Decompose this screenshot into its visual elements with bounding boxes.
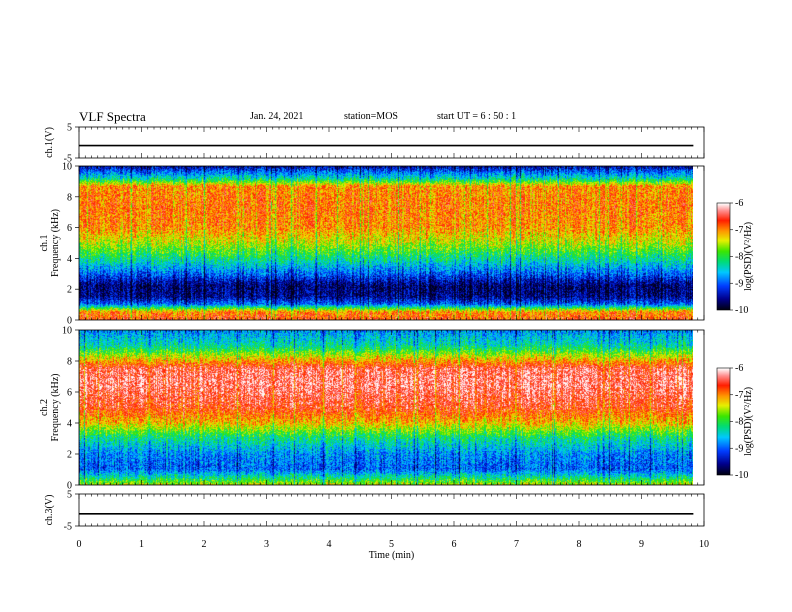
x-tick-label: 9 <box>639 539 644 550</box>
station-label: station=MOS <box>344 111 398 122</box>
y-tick-label: -5 <box>64 154 72 165</box>
y-tick-label: 10 <box>62 326 72 337</box>
y-axis-label: Frequency (kHz) <box>50 209 61 277</box>
x-tick-label: 3 <box>264 539 269 550</box>
x-axis-label: Time (min) <box>369 550 414 561</box>
y-axis-label: ch.2 <box>39 399 50 416</box>
x-tick-label: 5 <box>389 539 394 550</box>
x-tick-label: 6 <box>452 539 457 550</box>
y-tick-label: 10 <box>62 162 72 173</box>
y-axis-label: ch.3(V) <box>44 495 55 526</box>
y-tick-label: 5 <box>67 490 72 501</box>
x-tick-label: 2 <box>202 539 207 550</box>
x-tick-label: 4 <box>327 539 332 550</box>
y-tick-label: 2 <box>67 285 72 296</box>
start-time-label: start UT = 6 : 50 : 1 <box>437 111 517 122</box>
x-tick-label: 7 <box>514 539 519 550</box>
x-tick-label: 1 <box>139 539 144 550</box>
y-tick-label: 6 <box>67 388 72 399</box>
colorbar-tick-label: -6 <box>735 363 743 374</box>
colorbar-tick-label: -7 <box>735 390 743 401</box>
colorbar-tick-label: -9 <box>735 443 743 454</box>
colorbar-tick-label: -10 <box>735 470 748 481</box>
y-tick-label: 6 <box>67 223 72 234</box>
y-axis-label: Frequency (kHz) <box>50 373 61 441</box>
colorbar-tick-label: -7 <box>735 225 743 236</box>
y-tick-label: 4 <box>67 419 72 430</box>
colorbar-label: log(PSD)(V²/Hz) <box>743 222 754 291</box>
y-tick-label: -5 <box>64 522 72 533</box>
colorbar-ch1 <box>717 203 730 310</box>
y-tick-label: 8 <box>67 192 72 203</box>
y-tick-label: 2 <box>67 450 72 461</box>
colorbar-tick-label: -6 <box>735 198 743 209</box>
colorbar-tick-label: -9 <box>735 278 743 289</box>
y-axis-label: ch.1 <box>39 235 50 252</box>
colorbar-label: log(PSD)(V²/Hz) <box>743 387 754 456</box>
x-tick-label: 0 <box>77 539 82 550</box>
colorbar-ch2 <box>717 368 730 475</box>
spectrogram-ch1 <box>79 166 693 320</box>
chart-title: VLF Spectra <box>79 109 146 124</box>
x-tick-label: 10 <box>699 539 709 550</box>
y-tick-label: 4 <box>67 254 72 265</box>
y-axis-label: ch.1(V) <box>44 127 55 158</box>
y-tick-label: 0 <box>67 316 72 327</box>
y-tick-label: 0 <box>67 481 72 492</box>
colorbar-tick-label: -8 <box>735 252 743 263</box>
x-tick-label: 8 <box>577 539 582 550</box>
date-label: Jan. 24, 2021 <box>250 111 304 122</box>
colorbar-tick-label: -10 <box>735 305 748 316</box>
y-tick-label: 8 <box>67 357 72 368</box>
spectrogram-ch2 <box>79 330 693 485</box>
y-tick-label: 5 <box>67 123 72 134</box>
colorbar-tick-label: -8 <box>735 417 743 428</box>
